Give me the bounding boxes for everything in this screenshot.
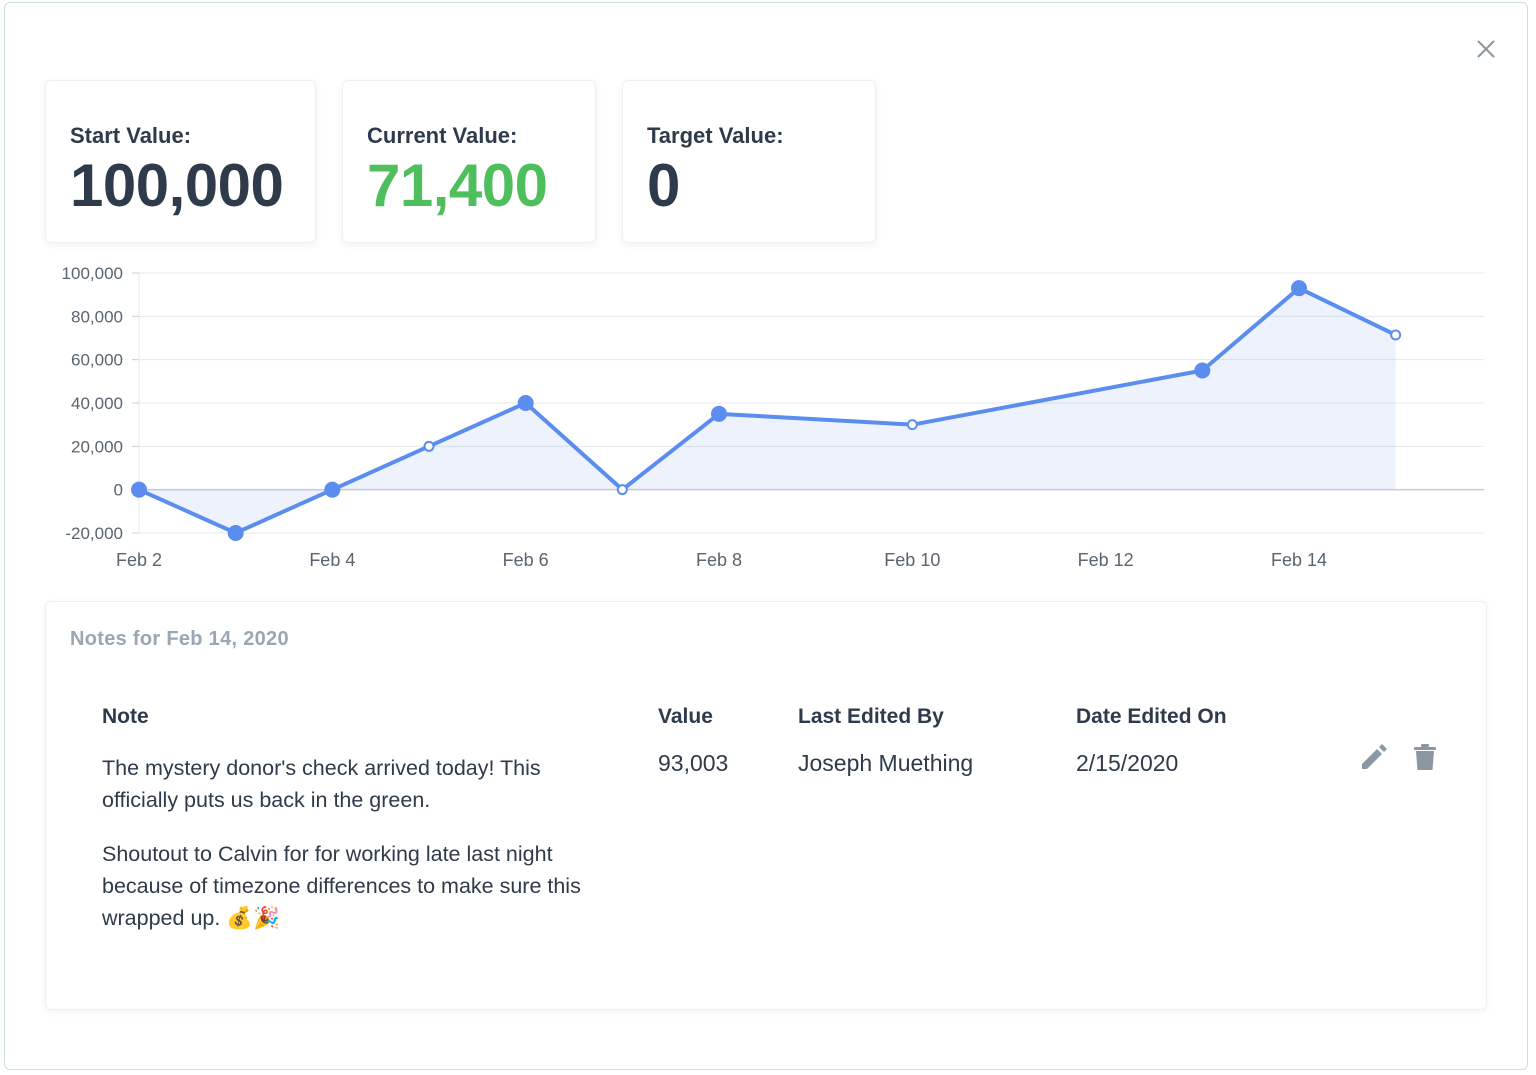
- y-tick-label: 100,000: [62, 264, 123, 283]
- edited-by-column-header: Last Edited By: [798, 705, 944, 728]
- y-tick-label: 80,000: [71, 307, 123, 326]
- x-tick-label: Feb 2: [116, 550, 162, 570]
- notes-panel: Notes for Feb 14, 2020 Note Value Last E…: [45, 601, 1487, 1010]
- current-value-label: Current Value:: [367, 123, 518, 148]
- close-icon[interactable]: [1473, 36, 1499, 62]
- start-value-card: Start Value: 100,000: [45, 80, 316, 243]
- x-tick-label: Feb 6: [503, 550, 549, 570]
- note-column-header: Note: [102, 705, 149, 728]
- y-tick-label: 0: [114, 481, 123, 500]
- data-point: [423, 440, 435, 452]
- note-paragraph-2: Shoutout to Calvin for for working late …: [102, 842, 581, 930]
- note-paragraph-1: The mystery donor's check arrived today!…: [102, 756, 541, 812]
- note-date: 2/15/2020: [1076, 750, 1179, 776]
- start-value-label: Start Value:: [70, 123, 192, 148]
- progress-chart: 100,000 80,000 60,000 40,000 20,000 0 -20,000 F…: [62, 264, 1484, 570]
- x-tick-label: Feb 8: [696, 550, 742, 570]
- series-area: [139, 288, 1396, 533]
- y-tick-label: 40,000: [71, 394, 123, 413]
- data-point: [906, 419, 918, 431]
- data-point: [1194, 362, 1211, 379]
- value-column-header: Value: [658, 705, 713, 728]
- data-point: [517, 395, 534, 411]
- current-value: 71,400: [367, 152, 548, 219]
- target-value: 0: [647, 152, 680, 219]
- x-tick-label: Feb 10: [884, 550, 940, 570]
- pencil-icon[interactable]: [1356, 740, 1390, 774]
- target-value-card: Target Value: 0: [622, 80, 876, 243]
- note-text: The mystery donor's check arrived today!…: [102, 752, 602, 956]
- start-value: 100,000: [70, 152, 284, 219]
- note-edited-by: Joseph Muething: [798, 750, 974, 776]
- data-point: [227, 525, 244, 541]
- data-point: [616, 484, 628, 496]
- data-point: [1390, 329, 1402, 341]
- data-point: [1291, 280, 1307, 297]
- data-point: [711, 405, 727, 422]
- current-value-card: Current Value: 71,400: [342, 80, 596, 243]
- y-tick-label: 20,000: [71, 437, 123, 456]
- data-point: [131, 481, 147, 498]
- x-tick-label: Feb 14: [1271, 550, 1327, 570]
- target-value-label: Target Value:: [647, 123, 784, 148]
- note-value: 93,003: [658, 750, 729, 776]
- y-tick-label: 60,000: [71, 351, 123, 370]
- trash-icon[interactable]: [1408, 740, 1442, 774]
- notes-title: Notes for Feb 14, 2020: [70, 628, 289, 650]
- x-tick-label: Feb 4: [309, 550, 355, 570]
- data-point: [324, 481, 341, 498]
- y-tick-label: -20,000: [65, 524, 123, 543]
- x-tick-label: Feb 12: [1078, 550, 1134, 570]
- date-column-header: Date Edited On: [1076, 705, 1227, 728]
